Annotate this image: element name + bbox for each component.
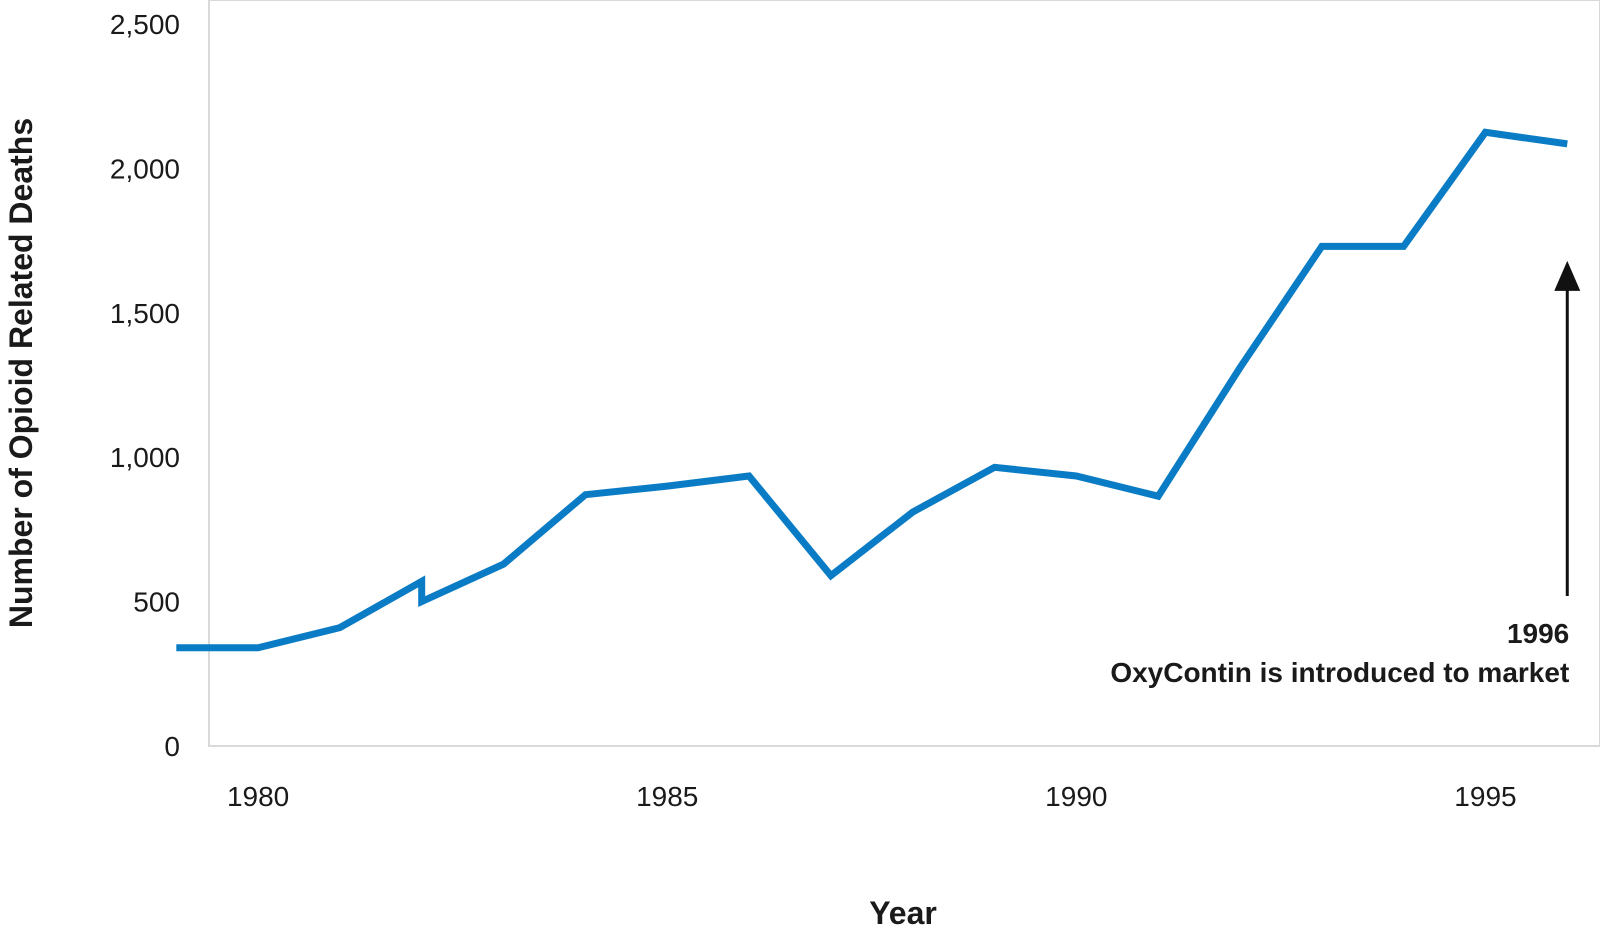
y-tick-label: 1,500 <box>110 298 180 329</box>
series-line <box>176 128 1568 652</box>
x-tick-label: 1985 <box>636 781 698 812</box>
y-tick-label: 0 <box>164 731 180 762</box>
annotation: 1996 OxyContin is introduced to market <box>1110 260 1581 688</box>
x-axis-ticks: 1980 1985 1990 1995 <box>227 781 1517 812</box>
y-axis-ticks: 0 500 1,000 1,500 2,000 2,500 <box>110 9 180 762</box>
y-tick-label: 1,000 <box>110 442 180 473</box>
y-tick-label: 2,500 <box>110 9 180 40</box>
y-tick-label: 2,000 <box>110 153 180 184</box>
x-tick-label: 1995 <box>1454 781 1516 812</box>
x-tick-label: 1980 <box>227 781 289 812</box>
y-tick-label: 500 <box>133 587 180 618</box>
x-axis-title: Year <box>869 895 937 929</box>
y-axis-title: Number of Opioid Related Deaths <box>3 118 39 628</box>
plot-area-frame <box>208 0 1600 747</box>
annotation-year: 1996 <box>1507 618 1569 649</box>
annotation-caption: OxyContin is introduced to market <box>1110 657 1569 688</box>
annotation-arrow-head <box>1554 260 1581 291</box>
x-tick-label: 1990 <box>1045 781 1107 812</box>
